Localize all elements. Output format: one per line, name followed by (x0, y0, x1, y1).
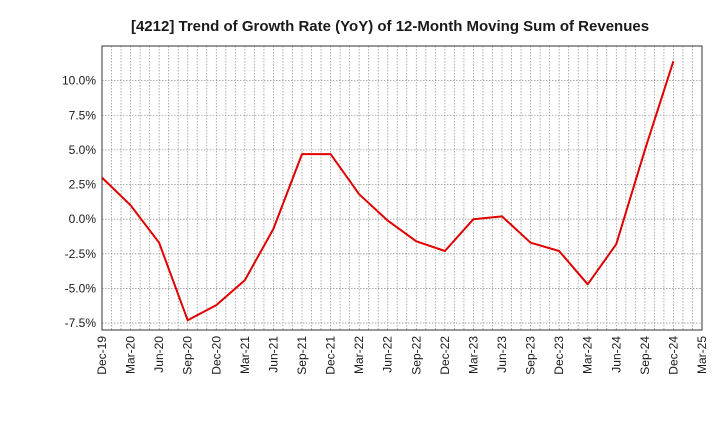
x-tick-label: Jun-23 (495, 336, 509, 373)
x-tick-label: Mar-24 (581, 336, 595, 374)
x-tick-label: Mar-22 (352, 336, 366, 374)
y-tick-label: 0.0% (69, 212, 97, 226)
x-tick-label: Dec-24 (666, 336, 680, 375)
x-tick-label: Jun-24 (609, 336, 623, 373)
x-tick-label: Dec-23 (552, 336, 566, 375)
y-tick-label: 7.5% (69, 108, 97, 122)
x-tick-label: Mar-21 (238, 336, 252, 374)
plot-frame (101, 45, 703, 331)
series-layer (101, 60, 675, 322)
x-tick-label: Jun-20 (152, 336, 166, 373)
y-tick-label: -5.0% (65, 281, 97, 295)
x-tick-label: Dec-21 (324, 336, 338, 375)
x-tick-label: Jun-21 (266, 336, 280, 373)
x-tick-label: Sep-24 (638, 336, 652, 375)
grid (102, 46, 702, 330)
x-tick-label: Dec-22 (438, 336, 452, 375)
y-tick-label: -2.5% (65, 247, 97, 261)
chart-title: [4212] Trend of Growth Rate (YoY) of 12-… (131, 18, 649, 35)
x-tick-label: Jun-22 (381, 336, 395, 373)
x-tick-label: Mar-23 (466, 336, 480, 374)
x-tick-label: Sep-22 (409, 336, 423, 375)
x-tick-label: Sep-21 (295, 336, 309, 375)
y-tick-label: 5.0% (69, 143, 97, 157)
x-tick-label: Dec-20 (209, 336, 223, 375)
y-tick-label: -7.5% (65, 316, 97, 330)
x-axis-ticks: Dec-19 Mar-20 Jun-20 Sep-20 Dec-20 Mar-21 Jun-… (95, 336, 709, 375)
x-tick-label: Mar-25 (695, 336, 709, 374)
y-tick-label: 2.5% (69, 178, 97, 192)
series-line (101, 60, 675, 322)
x-tick-label: Mar-20 (124, 336, 138, 374)
y-axis-ticks: -7.5% -5.0% -2.5% 0.0% 2.5% 5.0% 7.5% 10.0% (62, 74, 96, 330)
x-tick-label: Dec-19 (95, 336, 109, 375)
x-tick-label: Sep-23 (524, 336, 538, 375)
x-tick-label: Sep-20 (181, 336, 195, 375)
y-tick-label: 10.0% (62, 74, 96, 88)
